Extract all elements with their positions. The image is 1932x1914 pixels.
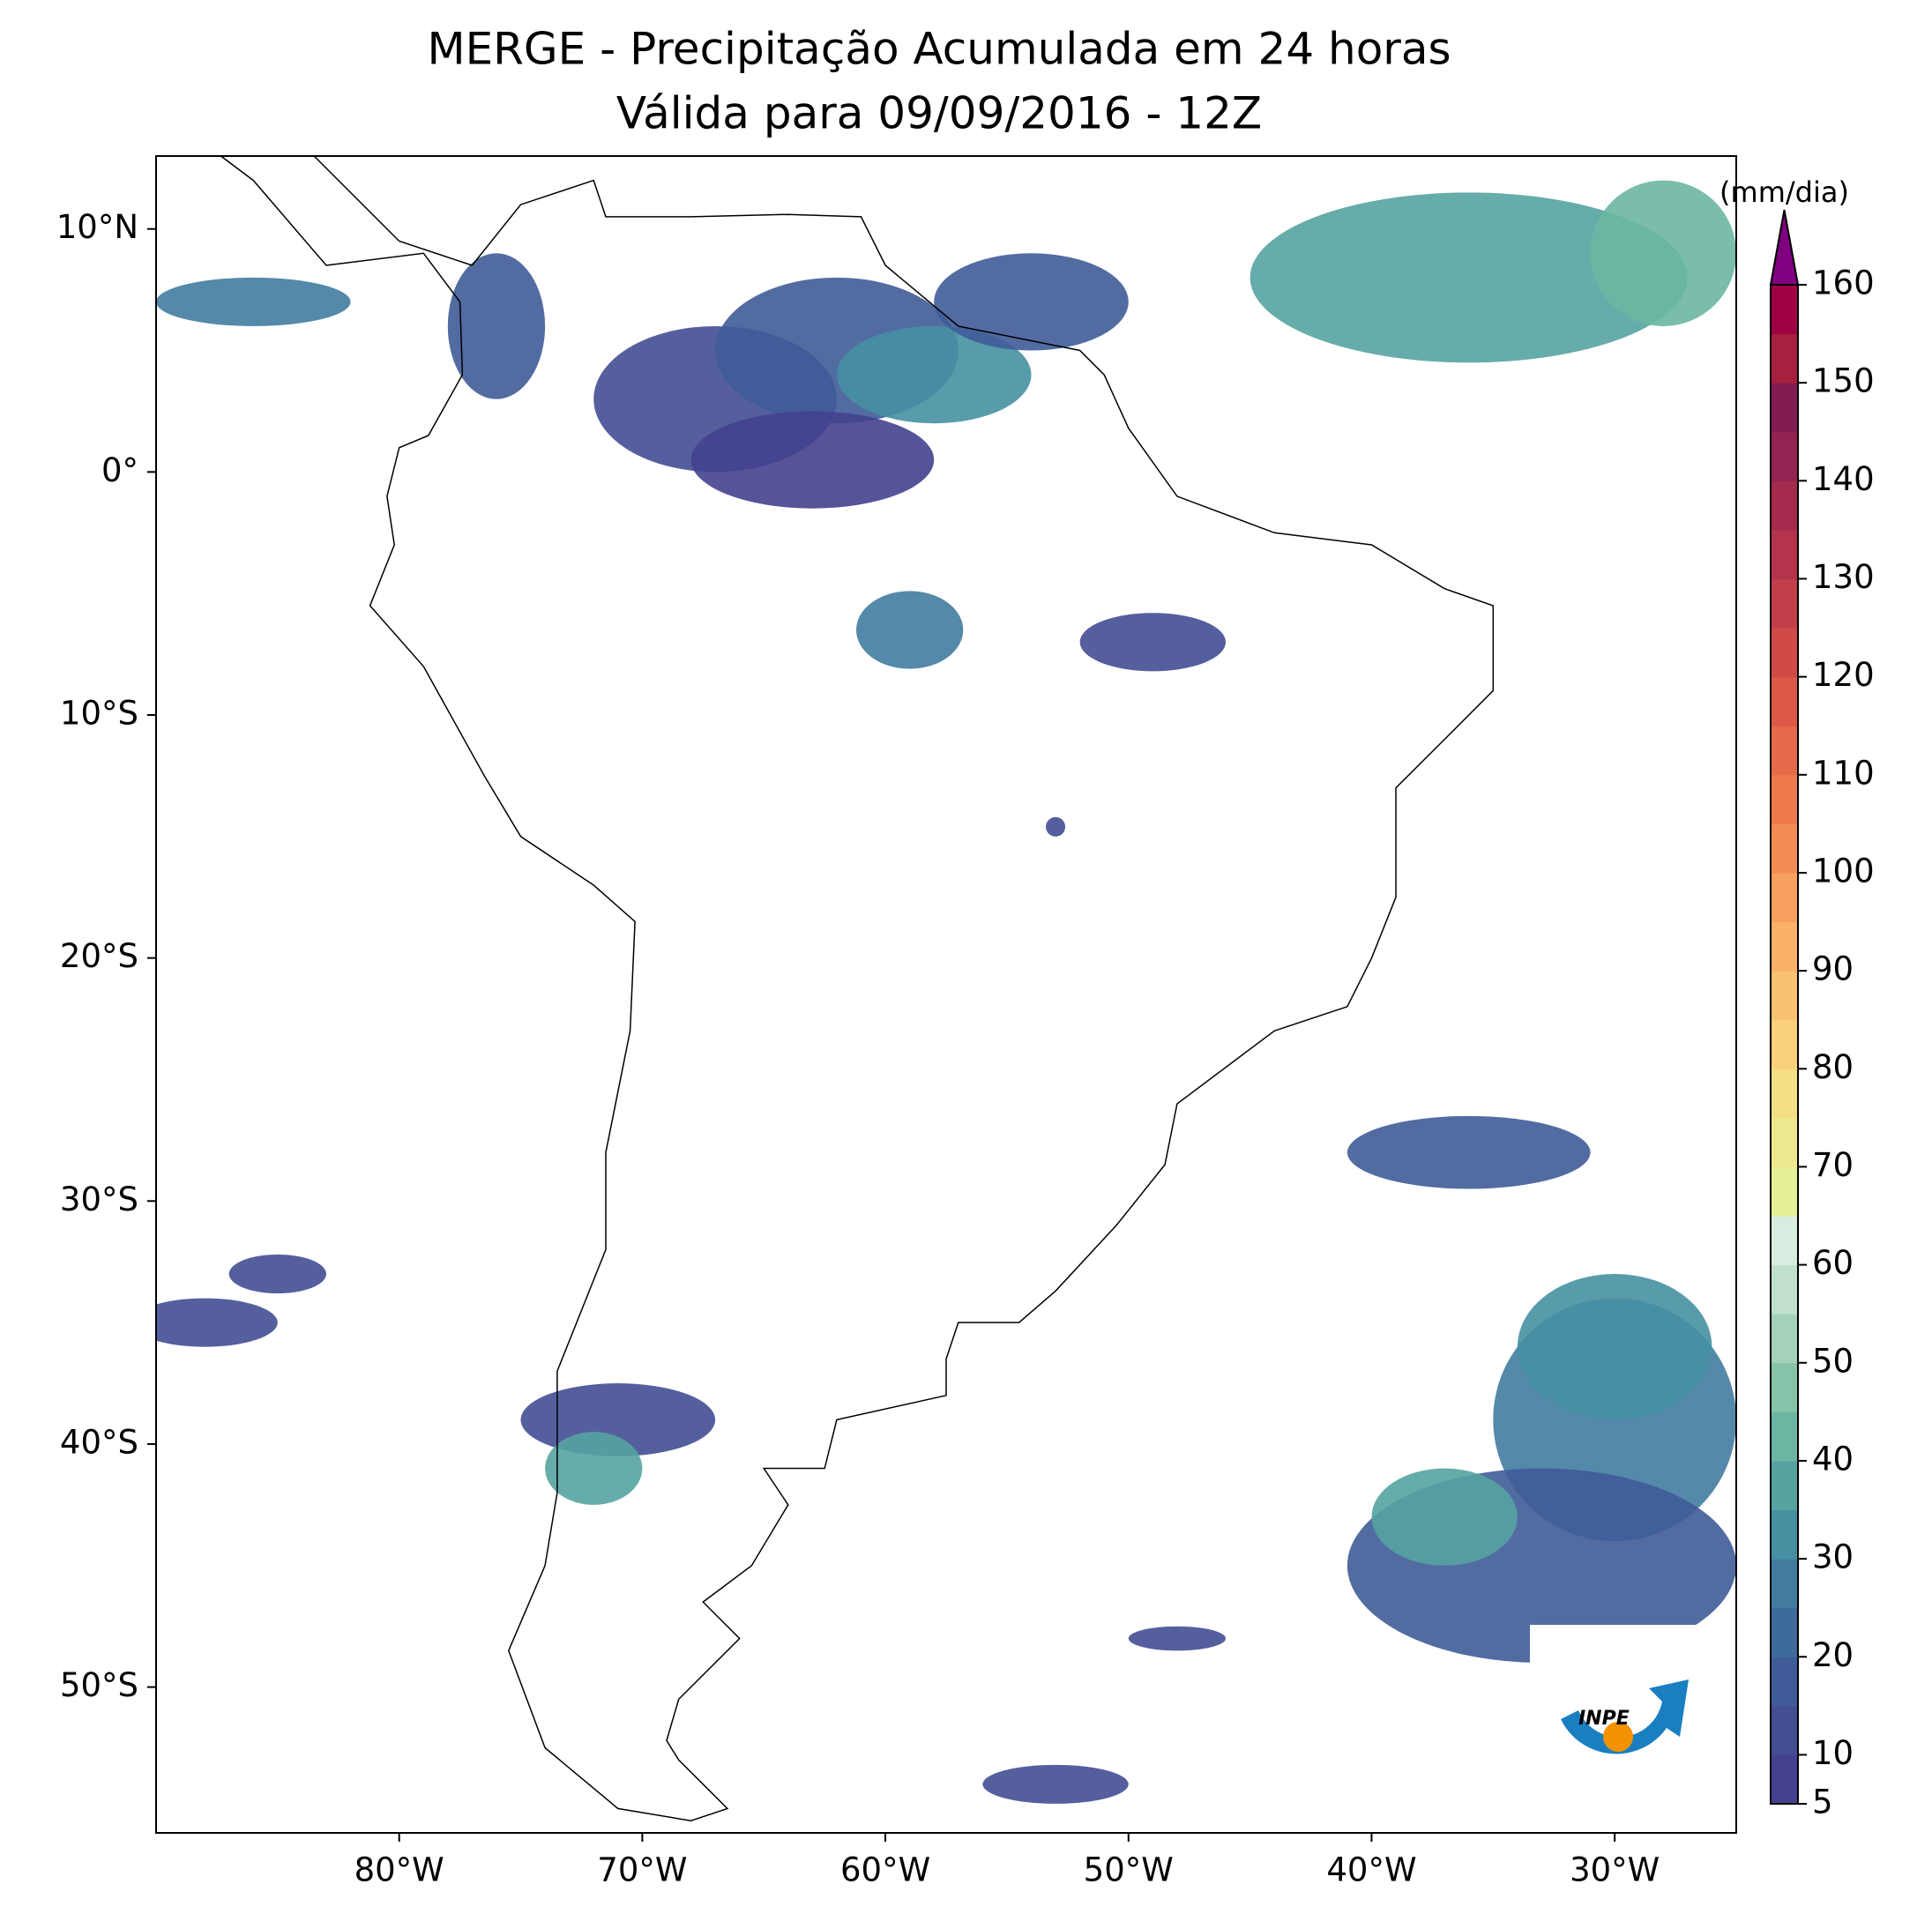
logo-arc xyxy=(1561,1679,1689,1754)
precipitation-area xyxy=(1249,192,1688,363)
precipitation-area xyxy=(1128,1626,1227,1651)
colorbar-band xyxy=(1771,1460,1798,1511)
precipitation-area xyxy=(447,253,546,399)
logo-dot xyxy=(1603,1722,1633,1752)
colorbar-tick-label: 120 xyxy=(1812,656,1875,694)
colorbar-band xyxy=(1771,1705,1798,1755)
colorbar-band xyxy=(1771,1754,1798,1805)
colorbar-band xyxy=(1771,1559,1798,1609)
precipitation-area xyxy=(934,253,1129,351)
colorbar-band xyxy=(1771,1314,1798,1364)
colorbar-tick-label: 50 xyxy=(1812,1342,1854,1380)
colorbar-band xyxy=(1771,1216,1798,1266)
colorbar-band xyxy=(1771,774,1798,824)
colorbar-tick-label: 5 xyxy=(1812,1784,1833,1821)
x-tick-label: 60°W xyxy=(840,1851,930,1889)
colorbar-tick-label: 60 xyxy=(1812,1244,1854,1282)
precipitation-area xyxy=(1346,1115,1591,1189)
map-area xyxy=(156,156,1736,1821)
precipitation-area xyxy=(228,1254,326,1294)
x-tick-label: 40°W xyxy=(1326,1851,1416,1889)
colorbar-band xyxy=(1771,1069,1798,1119)
colorbar-band xyxy=(1771,285,1798,335)
precipitation-area xyxy=(545,1432,643,1505)
precipitation-area xyxy=(1517,1274,1712,1420)
colorbar-band xyxy=(1771,921,1798,972)
y-tick-label: 20°S xyxy=(60,937,138,975)
precipitation-area xyxy=(156,277,351,326)
precipitation-area xyxy=(836,325,1032,424)
colorbar-band xyxy=(1771,480,1798,531)
colorbar-tick-label: 20 xyxy=(1812,1636,1854,1674)
precipitation-area xyxy=(1046,816,1066,837)
precipitation-area xyxy=(1371,1468,1518,1566)
colorbar-tick-label: 10 xyxy=(1812,1734,1854,1772)
precipitation-area xyxy=(855,591,964,669)
map-frame xyxy=(155,155,1737,1834)
colorbar-band xyxy=(1771,1362,1798,1412)
colorbar-band xyxy=(1771,628,1798,678)
colorbar-band xyxy=(1771,872,1798,923)
colorbar-band xyxy=(1771,1509,1798,1560)
colorbar-band xyxy=(1771,333,1798,384)
colorbar-band xyxy=(1771,676,1798,726)
colorbar-tick-label: 30 xyxy=(1812,1538,1854,1576)
colorbar-band xyxy=(1771,1166,1798,1217)
precipitation-area xyxy=(1590,180,1736,326)
colorbar-band xyxy=(1771,1019,1798,1069)
x-tick-label: 30°W xyxy=(1570,1851,1660,1889)
coastline xyxy=(220,156,1495,1821)
colorbar-tick-label: 40 xyxy=(1812,1440,1854,1478)
precipitation-area xyxy=(156,1298,278,1347)
title: MERGE - Precipitação Acumulada em 24 hor… xyxy=(427,24,1451,75)
y-tick-label: 30°S xyxy=(60,1180,138,1218)
colorbar-band xyxy=(1771,1117,1798,1167)
colorbar-tick-label: 90 xyxy=(1812,950,1854,988)
colorbar-band xyxy=(1771,383,1798,433)
colorbar-band xyxy=(1771,431,1798,481)
logo-text: INPE xyxy=(1578,1708,1630,1730)
precipitation-area xyxy=(690,411,935,509)
colorbar-tick-label: 150 xyxy=(1812,362,1875,400)
colorbar-band xyxy=(1771,971,1798,1021)
y-tick-label: 0° xyxy=(101,451,138,489)
colorbar-tick-label: 80 xyxy=(1812,1048,1854,1086)
colorbar-tick-label: 100 xyxy=(1812,852,1875,890)
precipitation-area xyxy=(982,1764,1129,1804)
y-tick-label: 50°S xyxy=(60,1666,138,1704)
colorbar-band xyxy=(1771,1607,1798,1657)
x-tick-label: 80°W xyxy=(354,1851,444,1889)
colorbar-tick-label: 70 xyxy=(1812,1146,1854,1184)
precipitation-area xyxy=(1079,613,1227,672)
colorbar-label: (mm/dia) xyxy=(1719,175,1849,209)
colorbar-band xyxy=(1771,578,1798,629)
colorbar-band xyxy=(1771,529,1798,579)
y-tick-label: 40°S xyxy=(60,1423,138,1461)
colorbar-tick-label: 160 xyxy=(1812,264,1875,302)
x-tick-label: 70°W xyxy=(597,1851,687,1889)
colorbar-tick-label: 140 xyxy=(1812,460,1875,498)
subtitle: Válida para 09/09/2016 - 12Z xyxy=(616,88,1262,139)
colorbar-band xyxy=(1771,1657,1798,1707)
colorbar-band xyxy=(1771,823,1798,874)
y-tick-label: 10°N xyxy=(56,208,138,246)
y-tick-label: 10°S xyxy=(60,695,138,733)
x-tick-label: 50°W xyxy=(1084,1851,1174,1889)
colorbar-extend xyxy=(1769,209,1800,286)
colorbar-band xyxy=(1771,1264,1798,1314)
colorbar-tick-label: 110 xyxy=(1812,754,1875,792)
colorbar-frame xyxy=(1770,284,1799,1805)
colorbar-tick-label: 130 xyxy=(1812,558,1875,596)
colorbar-band xyxy=(1771,726,1798,776)
colorbar-band xyxy=(1771,1411,1798,1462)
